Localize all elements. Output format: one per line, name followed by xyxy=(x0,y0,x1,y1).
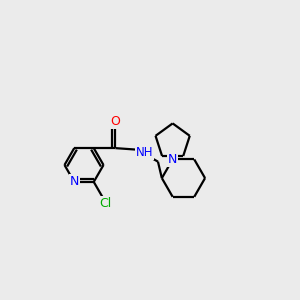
Text: N: N xyxy=(168,153,177,166)
Text: Cl: Cl xyxy=(100,197,112,210)
Text: O: O xyxy=(110,115,120,128)
Text: NH: NH xyxy=(136,146,154,159)
Text: N: N xyxy=(70,176,79,188)
